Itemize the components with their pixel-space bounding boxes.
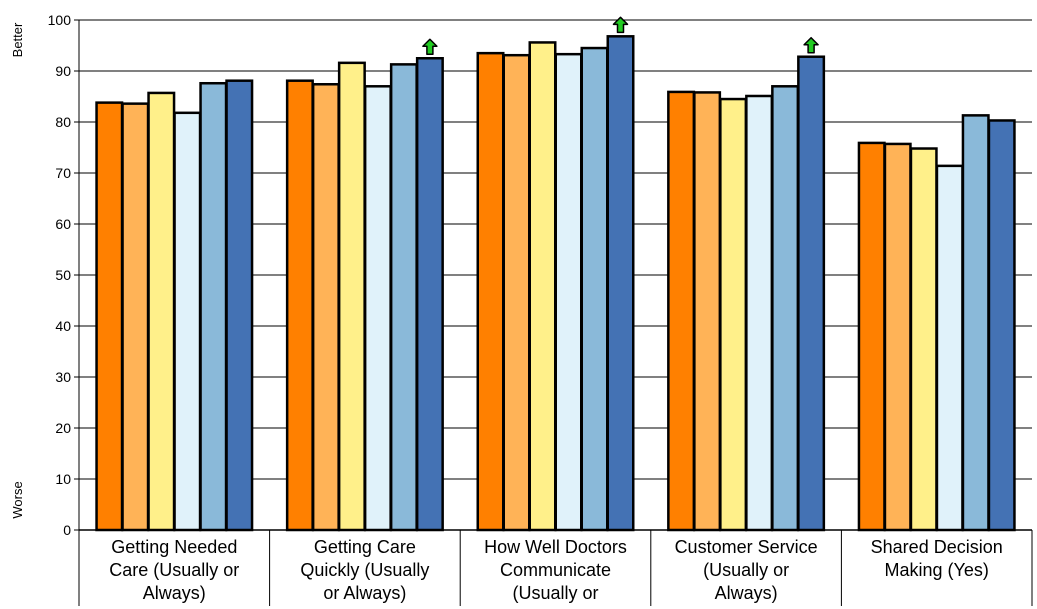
bar: [173, 111, 202, 532]
category-label: How Well Doctors: [484, 537, 627, 557]
y-tick-label: 0: [63, 522, 71, 538]
bars: [95, 35, 1016, 532]
bar: [987, 119, 1016, 532]
category-label: Always): [715, 583, 778, 603]
bar: [121, 102, 150, 532]
bar: [95, 101, 124, 532]
bar: [528, 41, 557, 532]
improvement-arrow-icon: [803, 36, 819, 54]
category-label: Making (Yes): [885, 560, 989, 580]
y-tick-label: 80: [55, 114, 71, 130]
bar: [745, 94, 774, 532]
bar: [554, 52, 583, 532]
improvement-arrows: [422, 16, 819, 55]
bar: [909, 147, 938, 532]
bar: [883, 142, 912, 532]
y-tick-label: 50: [55, 267, 71, 283]
category-label: Shared Decision: [871, 537, 1003, 557]
improvement-arrow-icon: [422, 38, 438, 55]
bar: [363, 85, 392, 532]
bar: [606, 35, 635, 532]
bar: [857, 141, 886, 532]
category-label: Quickly (Usually: [300, 560, 429, 580]
y-tick-label: 40: [55, 318, 71, 334]
y-tick-label: 100: [48, 12, 72, 28]
category-label: Always): [143, 583, 206, 603]
bar: [719, 97, 748, 532]
bar: [389, 63, 418, 532]
bar: [961, 114, 990, 532]
category-label: Care (Usually or: [109, 560, 239, 580]
bar: [667, 90, 696, 532]
category-label: (Usually or: [703, 560, 789, 580]
category-label: (Usually or: [512, 583, 598, 603]
bar: [935, 164, 964, 532]
category-label: Getting Care: [314, 537, 416, 557]
y-tick-label: 60: [55, 216, 71, 232]
axes: [78, 20, 1033, 606]
category-label: Communicate: [500, 560, 611, 580]
bar: [693, 91, 722, 532]
y-tick-label: 90: [55, 63, 71, 79]
bar: [797, 55, 826, 532]
y-label-better: Better: [10, 22, 25, 57]
y-tick-label: 70: [55, 165, 71, 181]
category-labels: Getting Needed Care (Usually or Always) Get…: [109, 537, 1002, 603]
bar: [311, 83, 340, 532]
y-tick-label: 30: [55, 369, 71, 385]
bar: [199, 81, 228, 532]
bar: [580, 46, 609, 532]
y-tick-labels: 0 10 20 30 40 50 60 70 80 90 100: [48, 12, 72, 538]
category-label: Getting Needed: [111, 537, 237, 557]
bar: [147, 91, 176, 532]
bar: [337, 61, 366, 532]
bar: [502, 53, 531, 532]
improvement-arrow-icon: [612, 16, 629, 34]
bar: [476, 51, 505, 532]
bar: [285, 79, 314, 532]
bar: [225, 79, 254, 532]
y-tick-label: 20: [55, 420, 71, 436]
category-label: Customer Service: [675, 537, 818, 557]
bar: [771, 85, 800, 532]
y-tick-label: 10: [55, 471, 71, 487]
category-label: or Always): [323, 583, 406, 603]
bar: [415, 57, 444, 532]
y-label-worse: Worse: [10, 481, 25, 518]
